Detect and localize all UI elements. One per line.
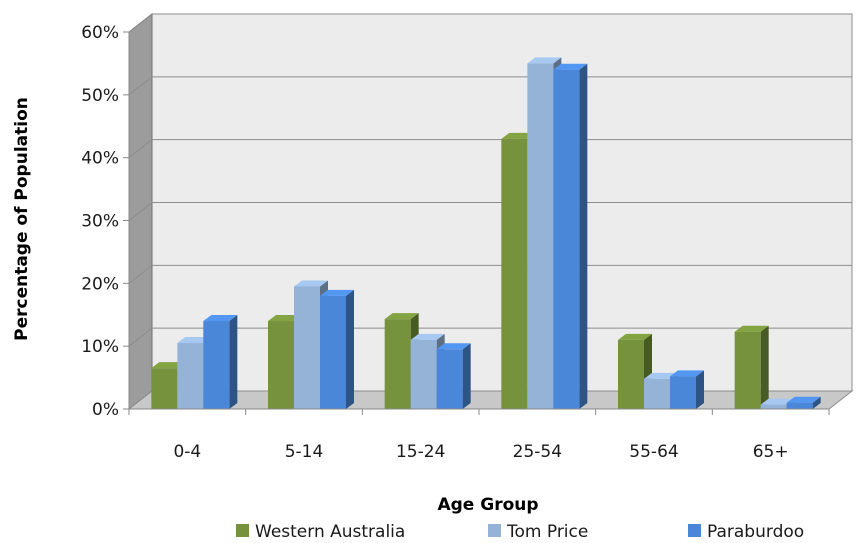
legend-label: Tom Price <box>506 522 588 542</box>
y-tick-label: 30% <box>81 212 119 232</box>
bar <box>320 289 354 409</box>
bar-front <box>384 319 411 409</box>
gridline-side <box>128 76 153 96</box>
bar <box>734 325 769 409</box>
bar-top <box>436 343 471 350</box>
gridline-side <box>128 202 153 221</box>
bar-top <box>734 325 769 332</box>
bar-top <box>501 132 536 139</box>
bar-top <box>618 333 652 340</box>
legend-swatch <box>236 524 249 537</box>
legend-swatch <box>688 524 701 537</box>
bar <box>553 63 588 409</box>
bar-top <box>786 396 821 403</box>
bar-front <box>268 321 294 409</box>
bar <box>203 315 238 409</box>
y-tick-label: 50% <box>81 86 119 106</box>
x-tick-label: 65+ <box>753 442 789 462</box>
y-tick-label: 20% <box>81 274 119 294</box>
bar <box>786 396 821 409</box>
gridline-side <box>128 139 153 159</box>
bar-side <box>462 343 471 409</box>
bar-side <box>229 315 238 409</box>
bar-top <box>384 313 419 320</box>
bar-front <box>786 402 813 409</box>
bar-top <box>670 370 704 377</box>
bar-top <box>177 337 212 344</box>
bar-front <box>501 138 528 410</box>
legend-item: Western Australia <box>236 522 405 542</box>
bar-side <box>760 325 769 409</box>
bar-front <box>644 378 670 409</box>
bar-side <box>812 396 821 409</box>
gridline-side <box>128 264 153 284</box>
bar-top <box>527 57 562 64</box>
bar-top <box>410 333 445 340</box>
bar-front <box>177 343 204 409</box>
bar-front <box>527 63 554 410</box>
bar-top <box>553 63 588 70</box>
bar-front <box>618 339 644 409</box>
bar-top <box>644 372 678 379</box>
x-tick-label: 55-64 <box>629 442 678 462</box>
bar-top <box>294 280 328 287</box>
legend-label: Western Australia <box>255 522 405 542</box>
x-tick-label: 25-54 <box>513 442 562 462</box>
y-tick-label: 10% <box>81 337 119 357</box>
y-axis-title: Percentage of Population <box>12 97 32 341</box>
legend-item: Paraburdoo <box>688 522 804 542</box>
bar-front <box>203 321 230 409</box>
bar-front <box>553 69 580 409</box>
bar-top <box>268 315 302 322</box>
bar-side <box>346 289 354 409</box>
bar <box>670 370 704 409</box>
x-tick-label: 5-14 <box>285 442 324 462</box>
legend-label: Paraburdoo <box>707 522 804 542</box>
bar-front <box>734 331 761 409</box>
gridline-side <box>128 13 153 33</box>
bar-side <box>579 63 588 409</box>
bar-top <box>151 362 186 369</box>
gridline-side <box>128 327 153 347</box>
legend-swatch <box>488 524 501 537</box>
bar-front <box>670 376 696 409</box>
bar-top <box>203 315 238 322</box>
x-tick-label: 15-24 <box>396 442 445 462</box>
x-axis-title: Age Group <box>437 495 538 515</box>
y-tick-label: 0% <box>92 400 119 420</box>
bar-front <box>436 349 463 409</box>
bar-front <box>760 404 787 409</box>
bar <box>618 333 652 409</box>
bar-top <box>320 289 354 296</box>
bar-front <box>410 339 437 409</box>
bar-front <box>151 368 178 409</box>
legend: Western Australia Tom Price Paraburdoo <box>236 522 804 542</box>
y-tick-label: 60% <box>81 23 119 43</box>
bar <box>436 343 471 409</box>
bar-top <box>760 398 795 405</box>
bar-front <box>320 295 346 409</box>
bar-side <box>696 370 704 409</box>
legend-item: Tom Price <box>488 522 588 542</box>
x-tick-label: 0-4 <box>173 442 201 462</box>
y-tick-label: 40% <box>81 149 119 169</box>
bar-front <box>294 286 320 409</box>
